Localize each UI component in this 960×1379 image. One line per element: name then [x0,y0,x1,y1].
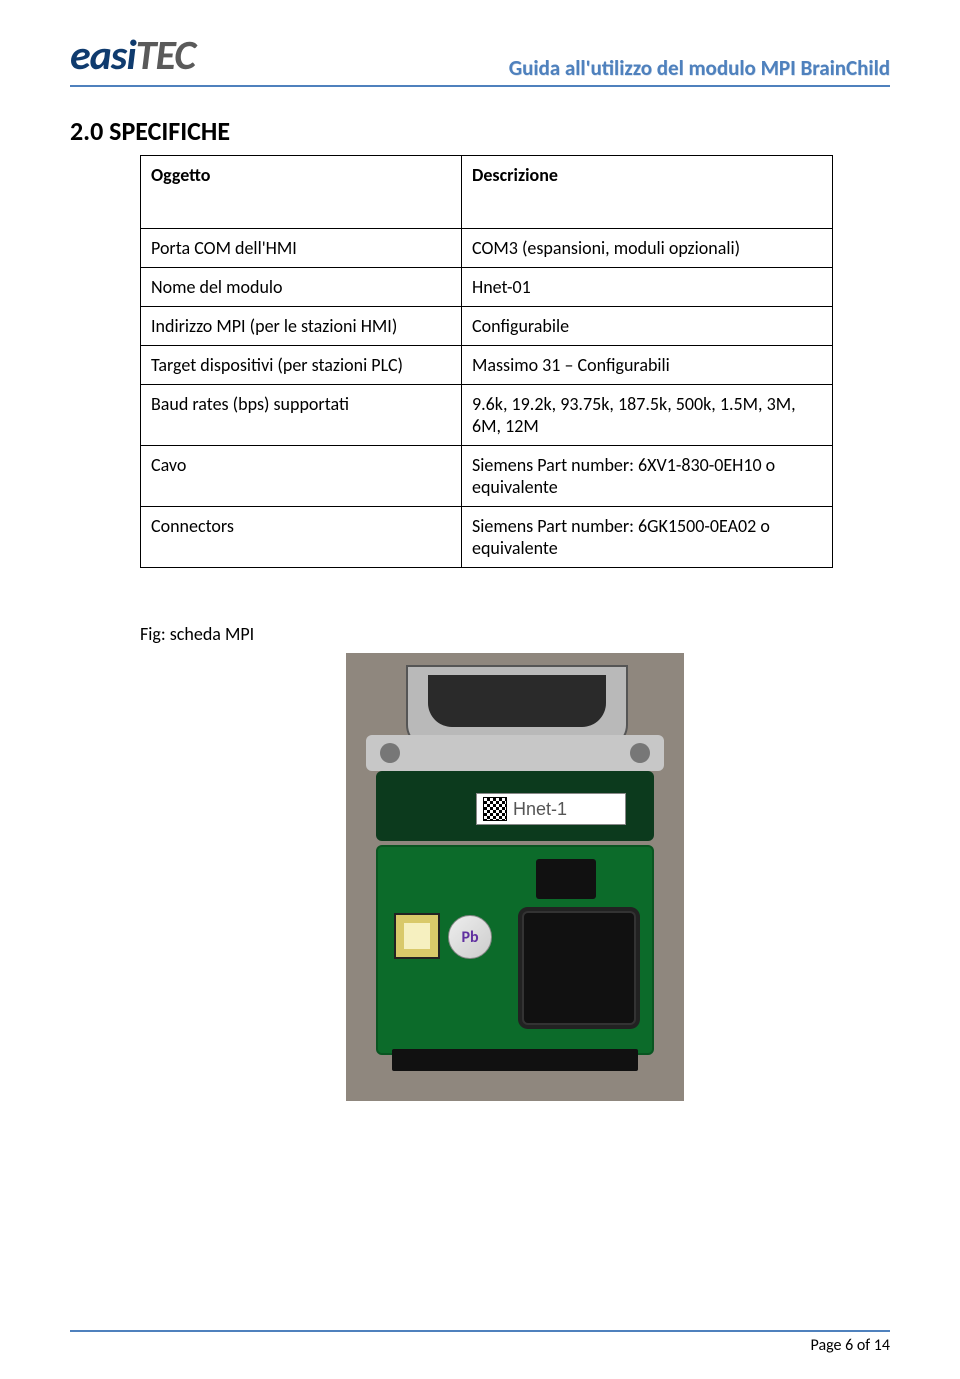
page-number: Page 6 of 14 [811,1336,890,1355]
chip-icon [524,913,634,1023]
cell-right: Massimo 31 – Configurabili [462,346,833,385]
page: easiTEC Guida all'utilizzo del modulo MP… [0,0,960,1379]
figure-caption: Fig: scheda MPI [140,623,890,645]
table-row: Connectors Siemens Part number: 6GK1500-… [141,507,833,568]
section-heading: 2.0 SPECIFICHE [70,115,890,147]
hnet-label-text: Hnet-1 [513,799,567,820]
cell-right: Siemens Part number: 6GK1500-0EA02 o equ… [462,507,833,568]
bottom-connector-icon [392,1049,638,1071]
page-footer: Page 6 of 14 [70,1330,890,1355]
table-row: Cavo Siemens Part number: 6XV1-830-0EH10… [141,446,833,507]
table-row: Porta COM dell'HMI COM3 (espansioni, mod… [141,229,833,268]
spec-table: Oggetto Descrizione Porta COM dell'HMI C… [140,155,833,568]
cell-left: Indirizzo MPI (per le stazioni HMI) [141,307,462,346]
cell-right: Hnet-01 [462,268,833,307]
table-header-description: Descrizione [462,156,833,229]
cell-left: Connectors [141,507,462,568]
table-header-object: Oggetto [141,156,462,229]
cell-right: Siemens Part number: 6XV1-830-0EH10 o eq… [462,446,833,507]
board-main: Pb [376,845,654,1055]
flange [366,735,664,771]
cell-left: Baud rates (bps) supportati [141,385,462,446]
cell-right: Configurabile [462,307,833,346]
pb-marker-icon: Pb [448,915,492,959]
document-title: Guida all'utilizzo del modulo MPI BrainC… [509,55,890,81]
screw-icon [630,743,650,763]
dsub-inner [428,675,606,727]
socket-icon [394,913,440,959]
cell-left: Target dispositivi (per stazioni PLC) [141,346,462,385]
table-row: Nome del modulo Hnet-01 [141,268,833,307]
logo-part-tec: TEC [136,30,195,81]
pcb-photo: Hnet-1 Pb [346,653,684,1101]
chip-icon [536,859,596,899]
cell-left: Nome del modulo [141,268,462,307]
logo: easiTEC [70,30,195,81]
cell-left: Cavo [141,446,462,507]
table-row: Target dispositivi (per stazioni PLC) Ma… [141,346,833,385]
qr-icon [483,797,507,821]
section-body: Oggetto Descrizione Porta COM dell'HMI C… [140,155,890,1101]
logo-part-easi: easi [70,30,136,81]
screw-icon [380,743,400,763]
table-row: Baud rates (bps) supportati 9.6k, 19.2k,… [141,385,833,446]
cell-right: 9.6k, 19.2k, 93.75k, 187.5k, 500k, 1.5M,… [462,385,833,446]
cell-right: COM3 (espansioni, moduli opzionali) [462,229,833,268]
table-row: Indirizzo MPI (per le stazioni HMI) Conf… [141,307,833,346]
page-header: easiTEC Guida all'utilizzo del modulo MP… [70,30,890,87]
cell-left: Porta COM dell'HMI [141,229,462,268]
figure: Fig: scheda MPI Hnet-1 P [140,623,890,1101]
hnet-label: Hnet-1 [476,793,626,825]
